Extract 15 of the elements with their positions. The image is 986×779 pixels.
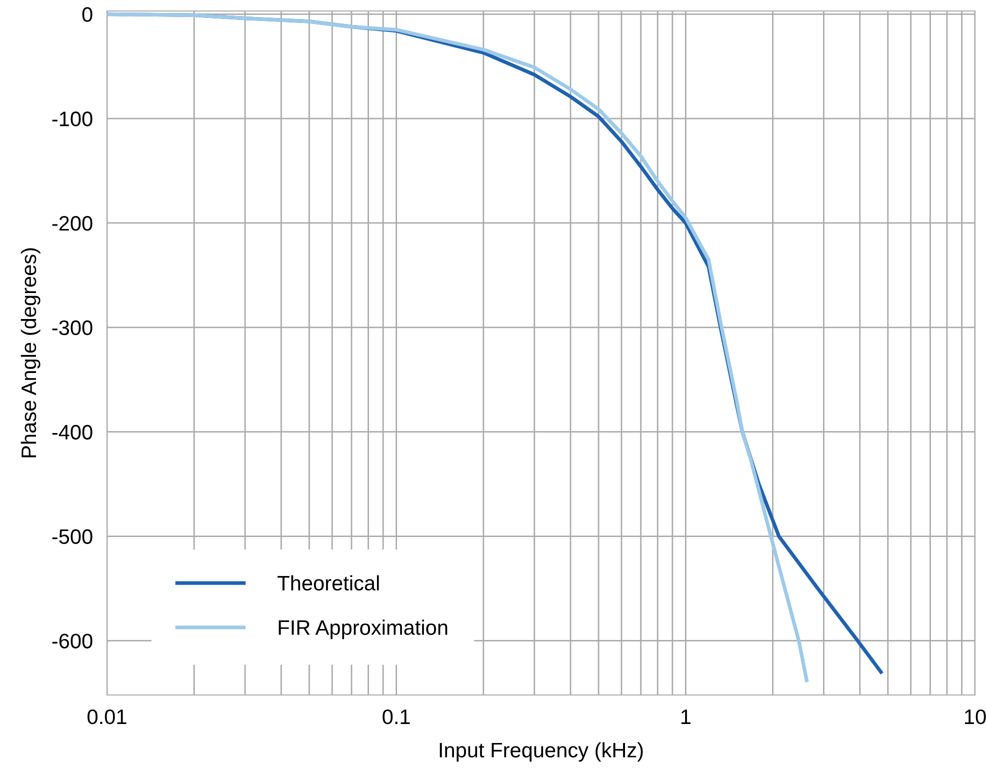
x-tick-label: 1 bbox=[681, 710, 690, 724]
y-axis-title: Phase Angle (degrees) bbox=[20, 248, 40, 458]
y-tick-label: 0 bbox=[82, 7, 92, 22]
legend-label: FIR Approximation bbox=[278, 620, 448, 640]
x-tick-label: 10 bbox=[965, 709, 986, 724]
y-tick-label: -300 bbox=[52, 320, 92, 336]
legend-label: Theoretical bbox=[278, 575, 379, 591]
x-axis-title: Input Frequency (kHz) bbox=[440, 742, 643, 762]
y-tick-label: -500 bbox=[52, 529, 92, 544]
y-tick-label: -100 bbox=[52, 112, 92, 126]
x-tick-label: 0.01 bbox=[88, 709, 126, 724]
x-tick-label: 0.1 bbox=[382, 709, 410, 724]
y-tick-label: -600 bbox=[52, 634, 92, 648]
y-tick-label: -400 bbox=[52, 424, 92, 440]
y-tick-label: -200 bbox=[52, 216, 92, 231]
